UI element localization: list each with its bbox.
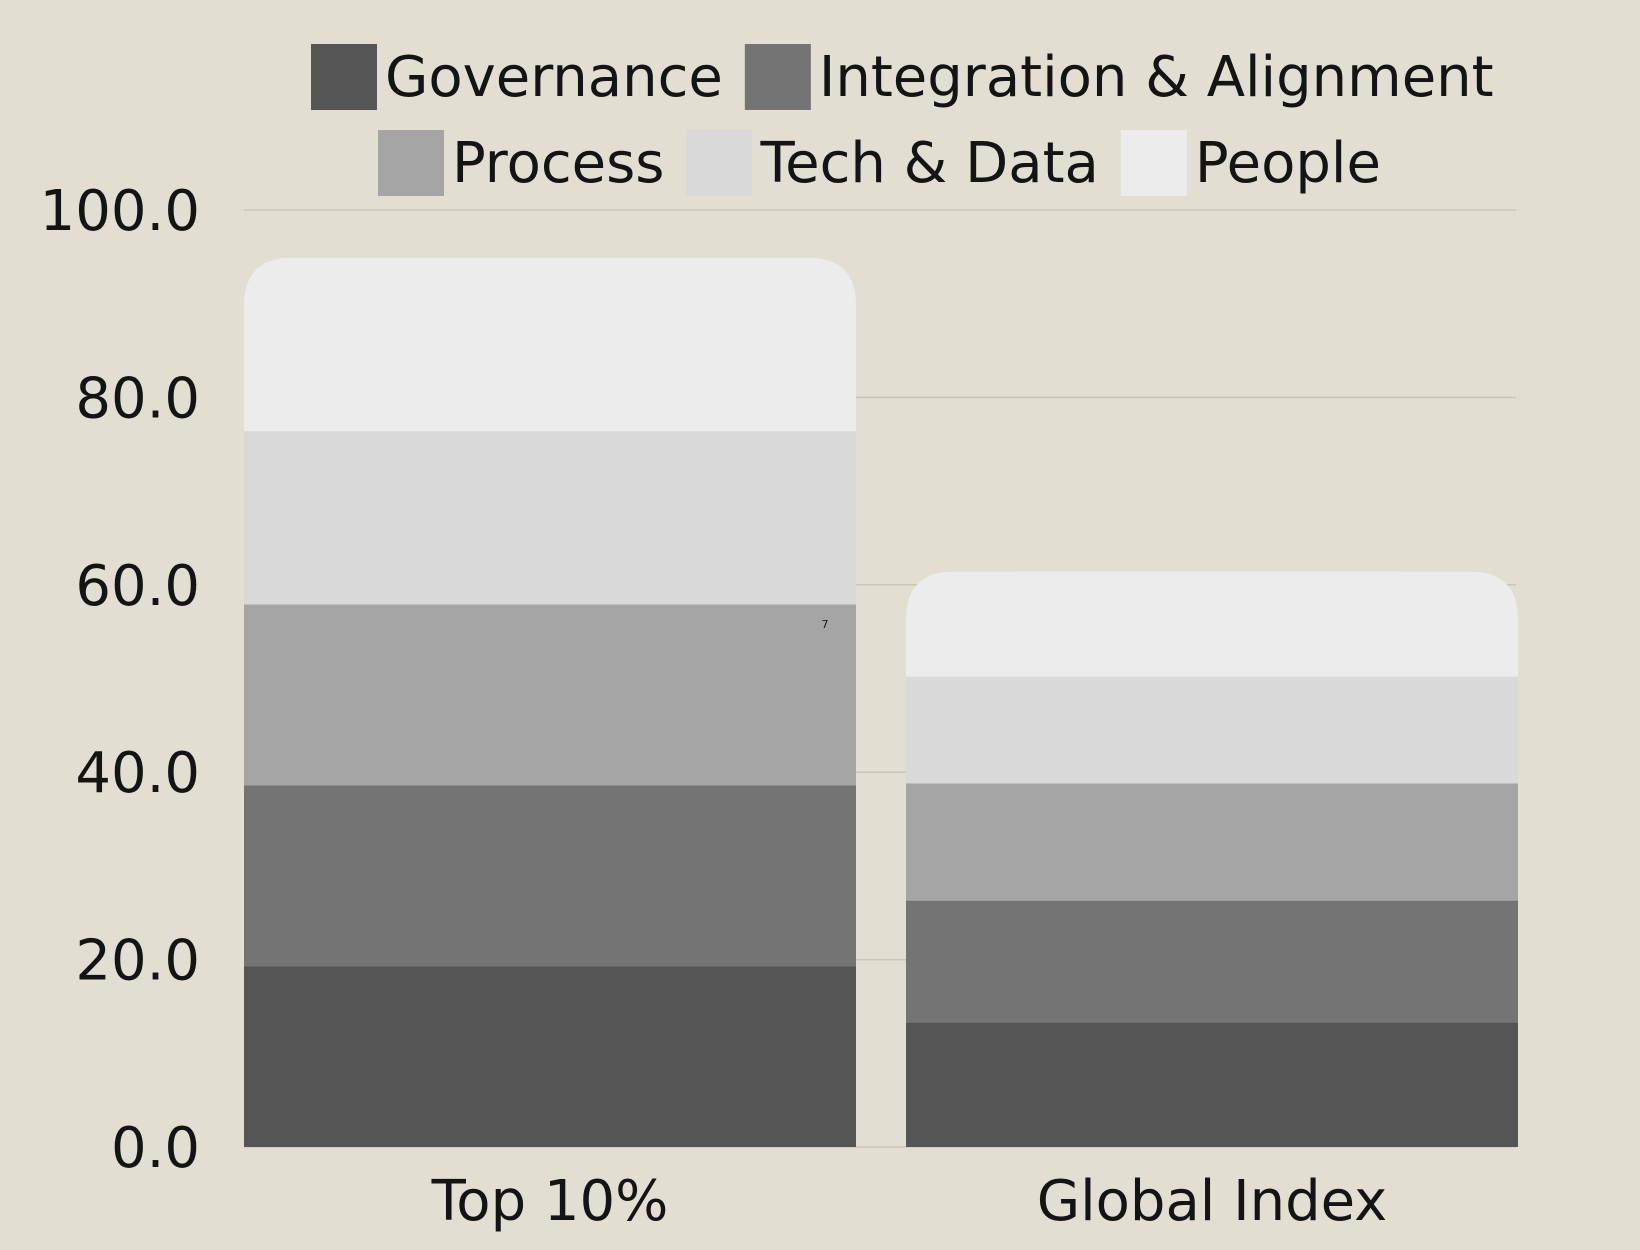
legend-label: Process: [452, 131, 664, 196]
legend-label: People: [1195, 131, 1381, 196]
bar-segment-governance: [244, 966, 856, 1147]
x-axis-labels: Top 10% Global Index: [431, 1169, 1388, 1234]
bar-segment-governance: [906, 1022, 1518, 1147]
legend-label: Governance: [385, 45, 723, 110]
bar-segment-integration-alignment: [244, 785, 856, 967]
y-tick-label: 80.0: [75, 366, 200, 431]
y-tick-label: 100.0: [40, 179, 200, 244]
annotation-label: 7: [822, 618, 829, 631]
legend: Governance Integration & Alignment Process…: [311, 44, 1494, 196]
y-tick-label: 0.0: [111, 1116, 200, 1181]
bar-segment-process: [244, 604, 856, 786]
legend-swatch: [744, 44, 811, 110]
bar-segment-people: [244, 257, 856, 432]
bar-segment-tech-data: [244, 431, 856, 605]
legend-swatch: [686, 130, 753, 196]
legend-swatch: [378, 130, 444, 196]
y-tick-label: 60.0: [75, 554, 200, 619]
y-tick-label: 40.0: [75, 741, 200, 806]
y-axis-ticks: 0.0 20.0 40.0 60.0 80.0 100.0: [40, 179, 200, 1181]
bar-segment-people: [906, 571, 1518, 677]
legend-label: Integration & Alignment: [819, 45, 1494, 110]
legend-swatch: [311, 44, 377, 110]
bar-segment-integration-alignment: [906, 900, 1518, 1023]
y-tick-label: 20.0: [75, 929, 200, 994]
x-category-label: Global Index: [1037, 1169, 1388, 1234]
bars: [244, 257, 1518, 1147]
x-category-label: Top 10%: [431, 1169, 669, 1234]
legend-label: Tech & Data: [759, 131, 1098, 196]
bar-segment-tech-data: [906, 676, 1518, 784]
legend-swatch: [1120, 130, 1187, 196]
bar-segment-process: [906, 783, 1518, 901]
